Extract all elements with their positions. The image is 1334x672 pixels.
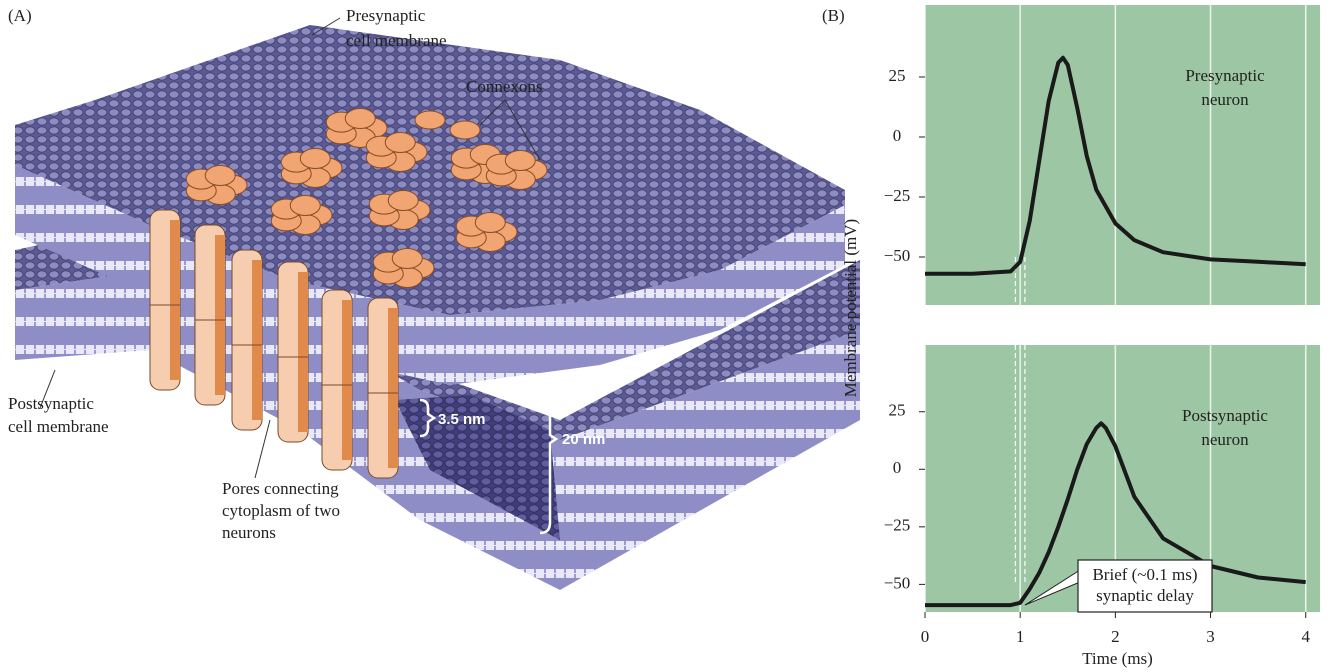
diagram-label: Postsynaptic [8,394,94,413]
trace-label: Presynaptic [1185,66,1265,85]
diagram-label: cell membrane [346,31,447,50]
x-tick-label: 1 [1016,627,1025,646]
membrane-diagram [15,18,860,590]
diagram-label: Presynaptic [346,6,426,25]
connexon-subunit [505,150,535,170]
y-tick-label: −50 [884,573,911,592]
callout-text: synaptic delay [1096,586,1194,605]
connexon-subunit [450,121,480,139]
figure: (A) Presynaptic cell membrane Connexons … [0,0,1334,672]
y-tick-label: 0 [893,126,902,145]
callout-text: Brief (~0.1 ms) [1092,565,1197,584]
x-tick-label: 4 [1301,627,1310,646]
panel-label: (A) [8,6,32,25]
y-tick-label: −25 [884,516,911,535]
connexon-subunit [205,165,235,185]
page: (A) Presynaptic cell membrane Connexons … [0,0,1334,672]
pore-shade [342,300,352,460]
diagram-label: Connexons [466,77,543,96]
connexon-subunit [290,195,320,215]
x-axis-label: Time (ms) [1082,649,1153,668]
trace-label: Postsynaptic [1182,406,1268,425]
panel-label: (B) [822,6,845,25]
x-tick-label: 3 [1206,627,1215,646]
pore-shade [170,220,180,380]
dimension-label: 3.5 nm [438,411,486,428]
y-tick-label: 0 [893,458,902,477]
diagram-label: Pores connecting [222,479,339,498]
pore-shade [215,235,225,395]
trace-label: neuron [1201,90,1249,109]
y-tick-label: 25 [889,401,906,420]
connexon-subunit [345,108,375,128]
diagram-label: neurons [222,523,276,542]
y-tick-label: −50 [884,246,911,265]
x-tick-label: 2 [1111,627,1120,646]
connexon-subunit [385,132,415,152]
diagram-label: cell membrane [8,417,109,436]
y-tick-label: −25 [884,186,911,205]
connexon-subunit [475,212,505,232]
trace-label: neuron [1201,430,1249,449]
connexon-subunit [300,148,330,168]
pore-shade [388,308,398,468]
connexon-subunit [392,248,422,268]
dimension-label: 20 nm [562,431,605,448]
y-tick-label: 25 [889,66,906,85]
pore-shade [252,260,262,420]
connexon-subunit [388,190,418,210]
x-tick-label: 0 [921,627,930,646]
diagram-label: cytoplasm of two [222,501,340,520]
pore-shade [298,272,308,432]
y-axis-label: Membrane potential (mV) [841,219,860,397]
connexon-subunit [415,111,445,129]
